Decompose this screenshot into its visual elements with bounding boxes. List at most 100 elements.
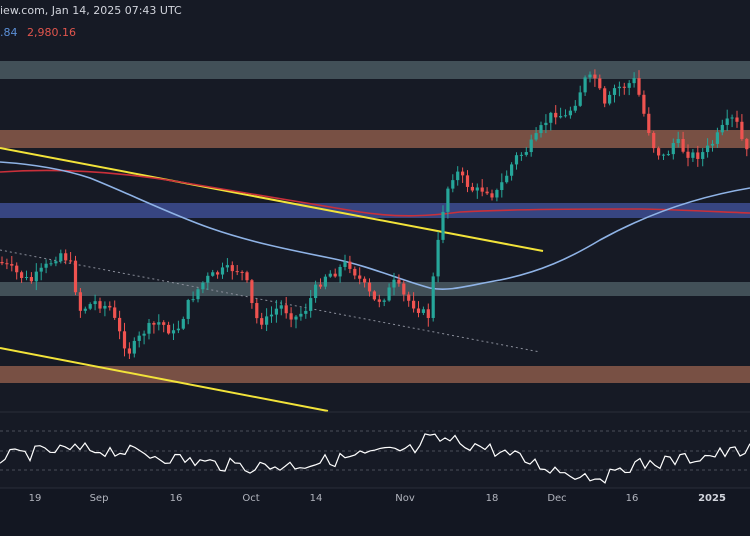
- candle-body: [10, 264, 14, 266]
- candle-body: [657, 148, 661, 156]
- candle-body: [240, 271, 244, 273]
- candle-body: [505, 175, 509, 183]
- x-tick-label: Nov: [395, 493, 415, 504]
- x-tick-label: 19: [29, 493, 42, 504]
- candle-body: [514, 155, 519, 165]
- candle-body: [171, 330, 176, 334]
- candle-body: [392, 279, 396, 288]
- candle-body: [309, 298, 313, 311]
- candle-body: [73, 260, 78, 293]
- candle-body: [44, 263, 48, 268]
- candle-body: [314, 284, 318, 299]
- ma-slow-line: [0, 169, 750, 217]
- trendline-yellow-lower: [0, 347, 329, 412]
- candle-body: [353, 268, 357, 276]
- candle-body: [216, 272, 220, 275]
- candle-body: [20, 272, 24, 278]
- candle-body: [245, 272, 249, 281]
- candle-body: [260, 318, 264, 325]
- candle-body: [691, 152, 695, 158]
- candle-body: [554, 112, 558, 118]
- candle-body: [103, 305, 107, 309]
- candle-body: [186, 300, 190, 319]
- candle-body: [289, 313, 293, 320]
- candle-body: [426, 309, 430, 318]
- candle-body: [328, 273, 332, 277]
- candle-body: [510, 164, 514, 176]
- candle-body: [279, 305, 283, 309]
- ma-blue-value: .84: [0, 26, 18, 39]
- candle-body: [666, 154, 670, 156]
- x-axis-bar: [0, 488, 750, 536]
- candle-body: [162, 322, 166, 325]
- candle-body: [740, 121, 744, 140]
- candle-body: [24, 277, 29, 279]
- zone-gray-top: [0, 61, 750, 79]
- candle-body: [583, 77, 587, 93]
- candle-body: [735, 117, 739, 122]
- candle-body: [196, 289, 200, 300]
- candle-body: [421, 309, 425, 313]
- candle-body: [603, 88, 607, 104]
- candle-body: [475, 187, 479, 191]
- x-tick-label: 16: [626, 493, 639, 504]
- candle-body: [534, 133, 538, 140]
- candle-body: [142, 333, 146, 336]
- candle-body: [343, 261, 347, 267]
- candle-body: [490, 193, 494, 198]
- candle-body: [152, 322, 156, 325]
- candle-body: [318, 284, 323, 287]
- candle-body: [431, 276, 435, 318]
- candle-body: [83, 308, 87, 311]
- candle-body: [402, 283, 406, 295]
- candle-body: [412, 300, 416, 309]
- candle-body: [15, 265, 19, 273]
- candle-body: [617, 86, 621, 89]
- candle-body: [377, 299, 381, 302]
- candle-body: [544, 122, 548, 126]
- candle-body: [495, 190, 499, 198]
- candle-body: [588, 74, 592, 78]
- ma-fast-line: [0, 161, 750, 290]
- candle-body: [29, 277, 33, 282]
- candle-body: [686, 151, 690, 158]
- candle-body: [647, 113, 651, 133]
- candle-body: [274, 308, 278, 315]
- candle-body: [632, 78, 636, 84]
- candle-body: [132, 340, 136, 354]
- candle-body: [191, 299, 195, 301]
- candle-body: [612, 88, 617, 95]
- candle-body: [608, 94, 612, 104]
- candle-body: [436, 239, 440, 277]
- candle-body: [652, 132, 656, 149]
- candle-body: [176, 328, 180, 331]
- candle-body: [461, 171, 465, 176]
- candle-body: [441, 211, 445, 240]
- candle-body: [578, 92, 582, 106]
- candle-body: [127, 348, 131, 354]
- candle-body: [284, 305, 288, 314]
- candle-body: [201, 282, 205, 290]
- candle-body: [500, 182, 504, 191]
- candle-body: [59, 253, 63, 262]
- candle-body: [147, 322, 151, 334]
- candle-body: [382, 300, 386, 302]
- candle-body: [642, 94, 646, 114]
- zone-brown-upper: [0, 130, 750, 148]
- candle-body: [745, 139, 749, 150]
- candle-body: [299, 313, 303, 317]
- candle-body: [480, 187, 484, 192]
- candle-body: [108, 305, 112, 308]
- ma-red-value: 2,980.16: [27, 26, 76, 39]
- candle-body: [255, 303, 259, 319]
- candle-body: [573, 105, 577, 111]
- candle-body: [661, 154, 666, 156]
- x-tick-label: 14: [310, 493, 323, 504]
- candle-body: [539, 125, 543, 134]
- candle-body: [69, 260, 73, 262]
- candle-body: [416, 308, 421, 313]
- candle-body: [451, 180, 455, 189]
- candle-body: [49, 263, 53, 265]
